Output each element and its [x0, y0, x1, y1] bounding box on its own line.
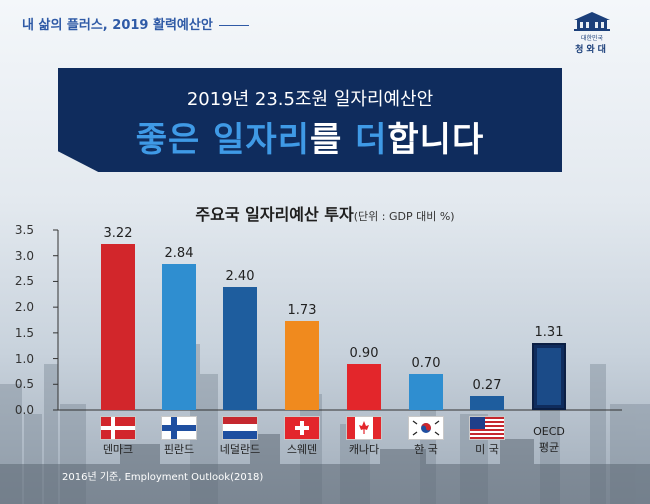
bar-denmark	[101, 244, 135, 410]
category-label: 덴마크	[102, 443, 134, 456]
blue-house-icon	[574, 12, 610, 31]
netherlands-flag-icon	[223, 417, 257, 439]
bar-value-label: 0.90	[349, 345, 379, 361]
bar-value-label: 2.84	[164, 245, 194, 261]
banner-title-part-1: 좋은	[135, 120, 201, 160]
y-tick-label: 1.5	[14, 325, 34, 340]
y-tick-label: 0.5	[14, 377, 34, 392]
header-tagline: 내 삶의 플러스, 2019 활력예산안	[22, 14, 249, 33]
logo-country-text: 대한민국	[580, 35, 604, 42]
bar-oecd-average	[532, 342, 566, 410]
bar-korea	[409, 374, 443, 410]
category-label: 캐나다	[348, 443, 380, 456]
logo-text: 청와대	[575, 45, 609, 55]
usa-flag-icon	[470, 417, 504, 439]
chart-title: 주요국 일자리예산 투자(단위 : GDP 대비 %)	[0, 201, 650, 225]
banner-title-part-2: 일자리	[213, 120, 310, 160]
y-tick-label: 1.0	[14, 351, 34, 366]
bar-value-label: 0.27	[472, 378, 502, 394]
y-tick-label: 3.0	[14, 248, 34, 263]
korea-flag-icon	[409, 417, 443, 439]
chart-title-text: 주요국 일자리예산 투자	[195, 205, 354, 224]
bar-value-label: 1.31	[534, 324, 564, 340]
banner-title-part-4: 더	[355, 120, 388, 160]
y-tick-label: 2.0	[14, 300, 34, 315]
bar-canada	[347, 363, 381, 410]
category-label-oecd: OECD	[533, 425, 565, 438]
switzerland-flag-icon	[285, 417, 319, 439]
chart-unit-label: (단위 : GDP 대비 %)	[353, 210, 455, 223]
bar-finland	[162, 263, 196, 410]
y-tick-label: 2.5	[14, 274, 34, 289]
category-label: 핀란드	[163, 443, 195, 456]
bar-value-label: 0.70	[411, 356, 441, 371]
category-label: 미 국	[475, 443, 499, 456]
banner-title: 좋은 일자리를 더합니다	[58, 112, 562, 161]
bar-switzerland	[285, 321, 319, 410]
finland-flag-icon	[162, 417, 196, 439]
bar-value-label: 3.22	[103, 226, 133, 242]
category-label-average: 평균	[538, 441, 560, 454]
tagline-divider	[218, 25, 249, 26]
y-tick-label: 3.5	[14, 223, 34, 237]
banner-subtitle: 2019년 23.5조원 일자리예산안	[186, 89, 434, 110]
y-tick-label: 0.0	[14, 403, 34, 417]
cheongwadae-logo: 대한민국 청와대	[560, 10, 624, 55]
category-label: 한 국	[414, 443, 438, 456]
banner-title-part-5: 합니다	[387, 120, 485, 160]
category-label: 스웨덴	[286, 443, 318, 456]
source-note: 2016년 기준, Employment Outlook(2018)	[62, 472, 264, 483]
bar-value-label: 2.40	[225, 268, 255, 284]
bar-value-label: 1.73	[287, 303, 317, 319]
bar-usa	[470, 396, 504, 410]
canada-flag-icon	[347, 417, 381, 439]
denmark-flag-icon	[101, 417, 135, 439]
category-label: 네덜란드	[219, 443, 261, 456]
bar-netherlands	[223, 286, 257, 410]
banner-title-part-3: 를	[310, 120, 343, 160]
headline-banner: 2019년 23.5조원 일자리예산안 좋은 일자리를 더합니다	[58, 68, 562, 172]
